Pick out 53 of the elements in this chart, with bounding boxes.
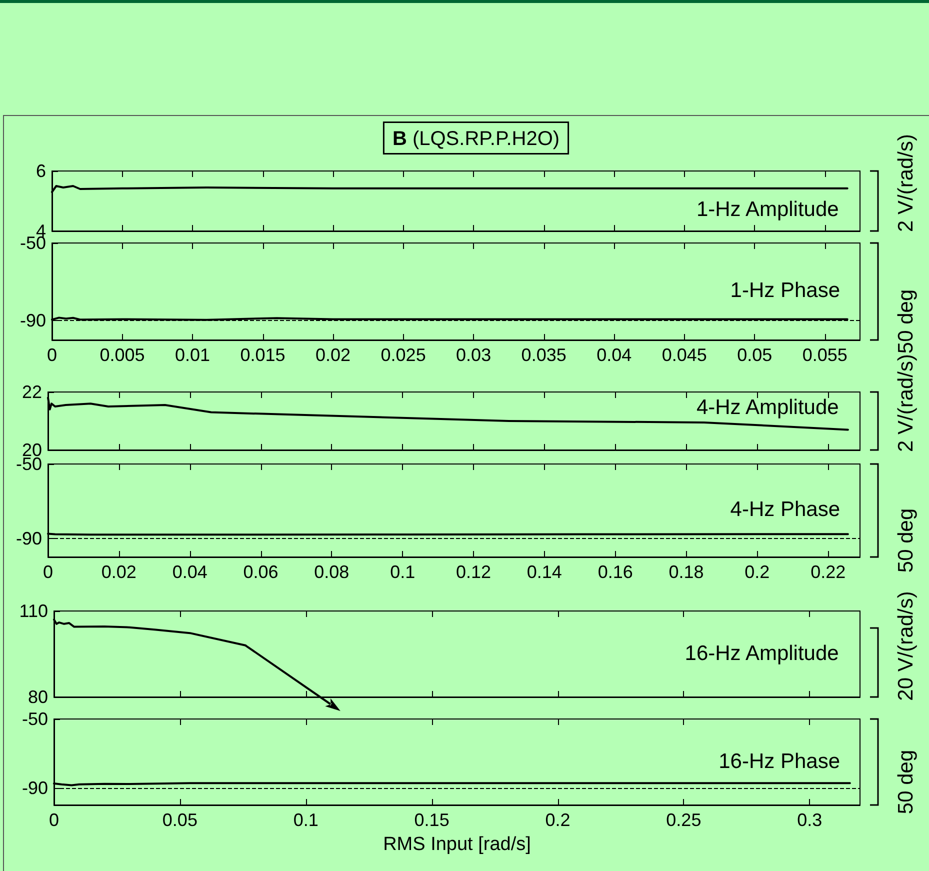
x-tick-label: 0.1 bbox=[390, 562, 416, 582]
y-tick-label: -50 bbox=[22, 709, 48, 729]
text: 50 deg bbox=[894, 750, 918, 814]
x-tick-label: 0.25 bbox=[666, 810, 702, 830]
x-tick-label: 0.045 bbox=[662, 345, 707, 365]
text: 16-Hz Phase bbox=[718, 750, 840, 773]
x-tick-label: 0.14 bbox=[526, 562, 562, 582]
text: 20 V/(rad/s) bbox=[894, 591, 918, 701]
y-tick-label: 110 bbox=[19, 601, 48, 621]
y-tick-label: 6 bbox=[36, 161, 46, 181]
y-tick-label: 22 bbox=[22, 382, 42, 402]
y-tick-label: 80 bbox=[28, 687, 48, 707]
x-tick-label: 0 bbox=[42, 562, 54, 582]
text: B (LQS.RP.P.H2O) bbox=[392, 128, 560, 150]
x-tick-label: 0.22 bbox=[810, 562, 846, 582]
x-tick-label: 0.18 bbox=[668, 562, 704, 582]
text: 1-Hz Amplitude bbox=[696, 198, 839, 221]
text: 4-Hz Phase bbox=[730, 498, 840, 521]
chart-title: 4-Hz Amplitude bbox=[696, 396, 839, 419]
x-tick-label: 0.01 bbox=[175, 345, 210, 365]
x-tick-label: 0.015 bbox=[240, 345, 286, 365]
text: 2 V/(rad/s) bbox=[894, 354, 918, 452]
x-tick-label: 0.2 bbox=[545, 810, 570, 830]
text: 2 V/(rad/s) bbox=[894, 134, 918, 232]
x-tick-label: 0.05 bbox=[162, 810, 198, 830]
y-tick-label: -90 bbox=[16, 528, 42, 548]
text: 50 deg bbox=[894, 289, 918, 354]
x-tick-label: 0 bbox=[46, 345, 58, 365]
x-tick-label: 0.2 bbox=[744, 562, 770, 582]
x-tick-label: 0 bbox=[48, 810, 60, 830]
x-tick-label: 0.02 bbox=[316, 345, 351, 365]
x-tick-label: 0.005 bbox=[100, 345, 145, 365]
y-tick-label: -90 bbox=[22, 778, 48, 798]
text: 1-Hz Phase bbox=[730, 279, 840, 302]
x-tick-label: 0.04 bbox=[172, 562, 208, 582]
x-tick-label: 0.03 bbox=[456, 345, 492, 365]
x-tick-label: 0.04 bbox=[596, 345, 632, 365]
x-tick-label: 0.055 bbox=[802, 345, 848, 365]
text: 16-Hz Amplitude bbox=[684, 642, 839, 665]
x-tick-label: 0.06 bbox=[243, 562, 278, 582]
x-tick-label: 0.02 bbox=[101, 562, 136, 582]
x-axis-title: RMS Input [rad/s] bbox=[383, 834, 531, 855]
y-tick-label: -90 bbox=[20, 310, 46, 331]
x-tick-label: 0.12 bbox=[456, 562, 492, 582]
x-tick-label: 0.05 bbox=[737, 345, 772, 365]
x-tick-label: 0.08 bbox=[314, 562, 350, 582]
x-tick-label: 0.16 bbox=[598, 562, 633, 582]
x-tick-label: 0.025 bbox=[380, 345, 426, 365]
x-tick-label: 0.15 bbox=[414, 810, 450, 830]
x-tick-label: 0.035 bbox=[521, 345, 566, 365]
x-tick-label: 0.3 bbox=[797, 810, 822, 830]
x-tick-label: 0.1 bbox=[293, 810, 318, 830]
text: 50 deg bbox=[894, 508, 918, 573]
